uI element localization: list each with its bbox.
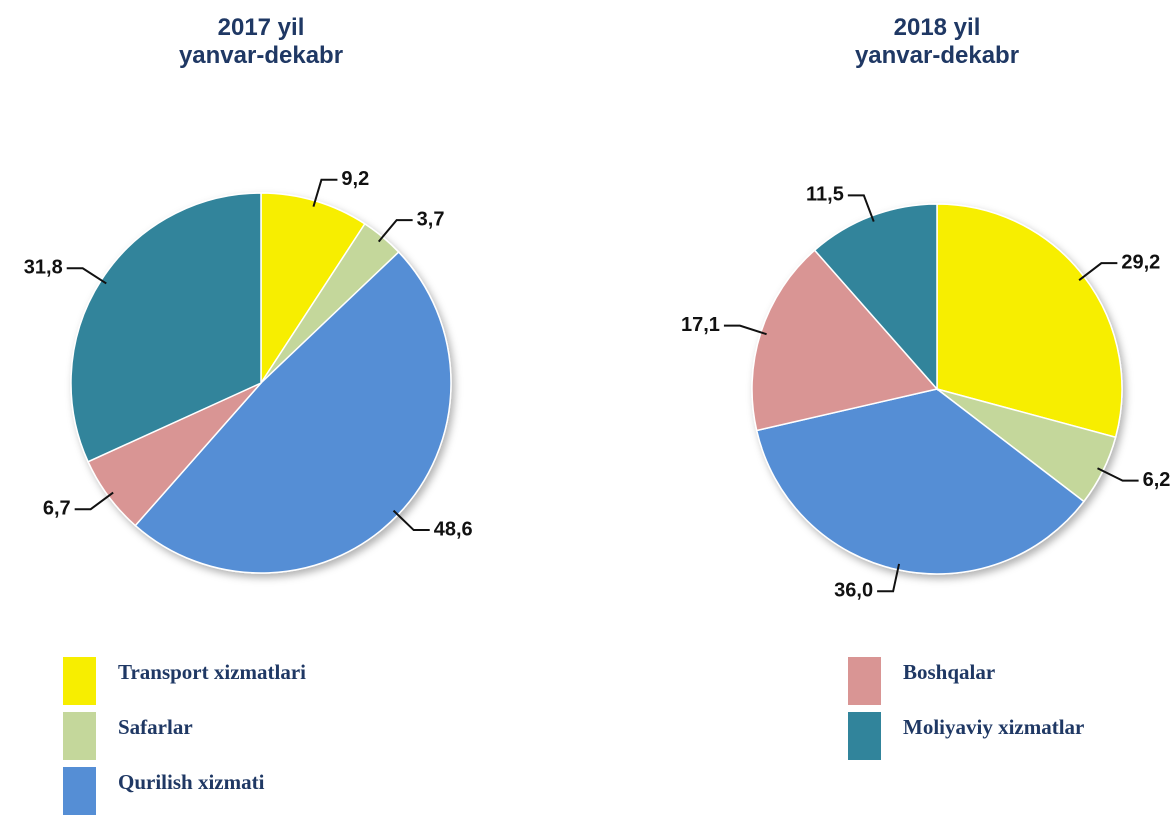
leader-line: [847, 194, 875, 222]
legend-swatch: [848, 657, 881, 705]
data-label: 6,2: [1143, 469, 1171, 491]
leader-line: [377, 219, 413, 243]
data-label: 3,7: [417, 208, 445, 230]
data-label: 17,1: [681, 314, 720, 336]
chart-title: 2018 yil: [894, 14, 981, 41]
legend-label: Transport xizmatlari: [118, 660, 306, 684]
legend-swatch: [63, 767, 96, 815]
chart-subtitle: yanvar-dekabr: [179, 42, 343, 69]
leader-line: [1097, 467, 1139, 482]
leader-line: [1078, 262, 1118, 281]
chart-subtitle: yanvar-dekabr: [855, 42, 1019, 69]
legend-label: Moliyaviy xizmatlar: [903, 715, 1084, 739]
data-label: 36,0: [834, 580, 873, 602]
data-label: 48,6: [434, 518, 473, 540]
leader-line: [74, 491, 114, 511]
legend-label: Qurilish xizmati: [118, 770, 265, 794]
legend-swatch: [848, 712, 881, 760]
data-label: 9,2: [341, 168, 369, 190]
data-label: 11,5: [806, 184, 844, 206]
data-label: 31,8: [24, 257, 63, 279]
pie: [70, 192, 452, 574]
chart-title: 2017 yil: [218, 14, 305, 41]
leader-line: [312, 178, 338, 207]
data-label: 29,2: [1121, 251, 1160, 273]
leader-line: [392, 509, 430, 532]
legend-label: Boshqalar: [903, 660, 995, 684]
pie: [751, 203, 1123, 575]
leader-line: [877, 563, 901, 593]
data-label: 6,7: [43, 498, 71, 520]
legend-swatch: [63, 657, 96, 705]
leader-line: [723, 324, 767, 336]
legend-swatch: [63, 712, 96, 760]
legend-label: Safarlar: [118, 715, 193, 739]
leader-line: [66, 267, 107, 285]
